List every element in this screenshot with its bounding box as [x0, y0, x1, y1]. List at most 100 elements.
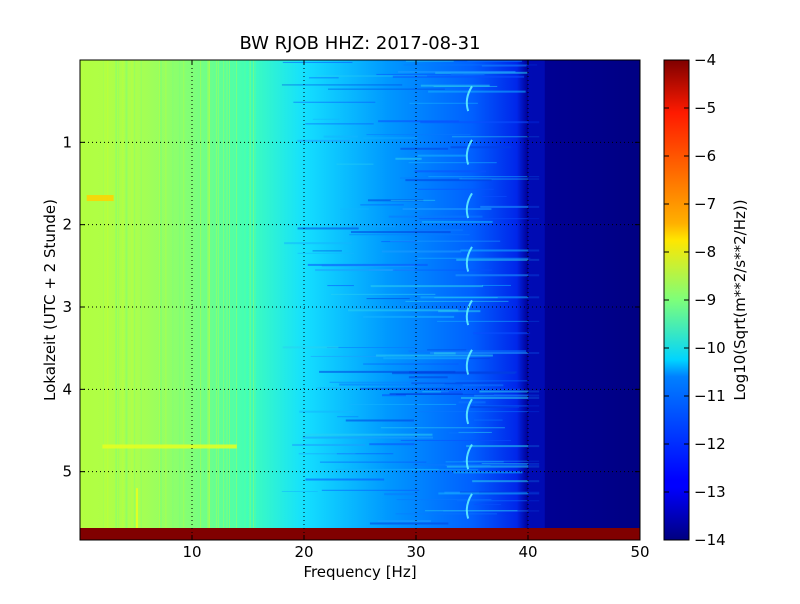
noise-streak [434, 297, 498, 299]
noise-streak [467, 60, 522, 63]
noise-streak [351, 225, 396, 227]
tone-trace [465, 443, 473, 470]
noise-streak [363, 315, 455, 318]
bottom-no-data-band [80, 528, 640, 540]
noise-streak [417, 154, 467, 157]
noise-streak [297, 139, 351, 142]
frequency-line [102, 60, 104, 528]
noise-streak [409, 102, 478, 104]
x-axis-label: Frequency [Hz] [303, 563, 416, 581]
frequency-line [140, 60, 142, 528]
noise-streak [305, 123, 374, 125]
noise-streak [409, 380, 528, 382]
colorbar-tick-label: −10 [694, 339, 726, 357]
noise-streak [327, 88, 445, 90]
noise-streak [316, 75, 428, 77]
noise-streak [336, 468, 439, 470]
noise-streak [408, 376, 448, 379]
colorbar-tick-label: −12 [694, 435, 726, 453]
noise-streak [445, 461, 504, 463]
noise-streak [297, 252, 355, 254]
noise-streak [422, 391, 449, 393]
frequency-line [208, 60, 210, 528]
noise-streak [458, 431, 492, 433]
colorbar-tick-label: −9 [694, 291, 716, 309]
x-axis-ticks: 10 20 30 40 50 [182, 60, 650, 561]
frequency-line [125, 60, 127, 528]
noise-streak [349, 234, 470, 236]
noise-streak [349, 403, 457, 405]
noise-streak [405, 60, 454, 62]
noise-streak [305, 478, 385, 481]
noise-streak [481, 65, 527, 67]
noise-streak [456, 258, 540, 261]
band-4-7h [102, 444, 237, 449]
noise-streak [392, 372, 516, 375]
noise-streak [388, 215, 483, 218]
frequency-line [228, 60, 230, 528]
noise-streak [452, 136, 540, 138]
noise-streak [427, 349, 467, 351]
noise-streak [466, 445, 540, 448]
frequency-line [226, 60, 228, 528]
noise-streak [347, 309, 459, 312]
noise-streak [309, 77, 339, 79]
colorbar-ticks: −4 −5 −6 −7 −8 −9 −10 −11 −12 −13 −14 [664, 51, 726, 549]
x-tick-label: 40 [518, 543, 537, 561]
noise-streak [336, 453, 394, 455]
noise-streak [340, 208, 369, 210]
frequency-line [215, 60, 217, 528]
frequency-line [252, 60, 254, 528]
noise-streak [396, 499, 492, 501]
frequency-line [115, 60, 117, 528]
noise-streak [298, 453, 356, 455]
colorbar-tick-label: −8 [694, 243, 716, 261]
frequency-line [107, 60, 109, 528]
noise-streak [400, 147, 449, 150]
noise-streak [420, 121, 540, 124]
noise-streak [382, 394, 406, 397]
frequency-line [107, 60, 109, 528]
noise-streak [360, 204, 404, 206]
noise-streak [462, 384, 504, 387]
noise-streak [473, 332, 531, 335]
noise-streak [422, 220, 493, 223]
y-tick-label: 3 [62, 298, 72, 316]
tone-trace [465, 246, 473, 272]
colorbar-label: Log10(Sqrt(m**2/s**2/Hz)) [731, 199, 749, 400]
noise-streak [330, 293, 436, 295]
y-axis-label: Lokalzeit (UTC + 2 Stunde) [41, 199, 59, 401]
frequency-line [179, 60, 181, 528]
tone-trace [465, 493, 473, 519]
noise-streak [411, 382, 501, 385]
noise-streak [405, 179, 492, 182]
noise-streak [384, 493, 419, 496]
noise-streak [302, 436, 434, 439]
tone-trace [465, 139, 473, 165]
noise-streak [293, 101, 376, 103]
noise-streak [390, 240, 501, 242]
noise-streak [316, 387, 351, 389]
noise-streak [474, 394, 540, 397]
frequency-line [158, 60, 160, 528]
noise-streak [428, 176, 540, 178]
frequency-line [118, 60, 120, 528]
plot-frame [79, 59, 641, 541]
noise-streak [474, 503, 501, 505]
noise-streak [460, 249, 540, 252]
noise-streak [461, 396, 540, 399]
frequency-line [172, 60, 174, 528]
noise-streak [413, 229, 463, 232]
colorbar-tick-label: −5 [694, 99, 716, 117]
heatmap-background [80, 60, 640, 540]
noise-streak [472, 480, 540, 483]
noise-streak [366, 298, 410, 300]
noise-streak [458, 401, 486, 404]
noise-streak [368, 269, 395, 272]
plot-area [80, 60, 640, 540]
noise-streak [363, 137, 418, 139]
noise-streak [420, 84, 490, 87]
frequency-line [122, 60, 124, 528]
noise-streak [312, 250, 342, 252]
